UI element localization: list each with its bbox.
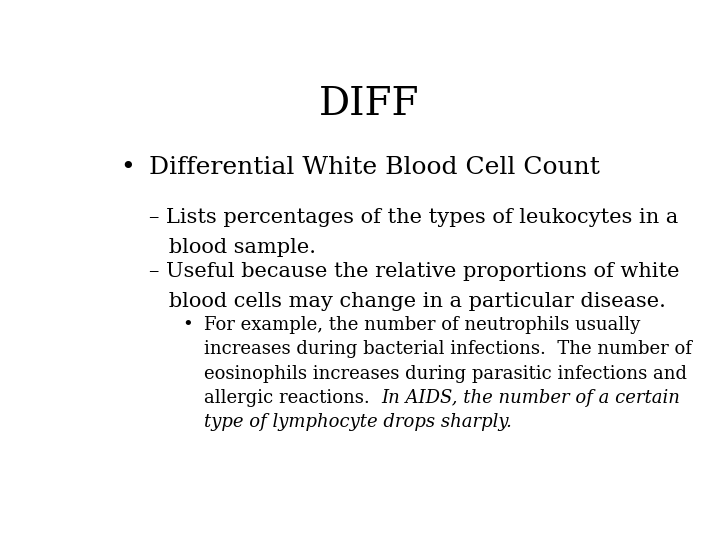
Text: – Useful because the relative proportions of white: – Useful because the relative proportion… [148,262,679,281]
Text: allergic reactions.: allergic reactions. [204,389,382,407]
Text: In AIDS, the number of a certain: In AIDS, the number of a certain [382,389,680,407]
Text: eosinophils increases during parasitic infections and: eosinophils increases during parasitic i… [204,364,688,383]
Text: blood sample.: blood sample. [148,238,315,257]
Text: For example, the number of neutrophils usually: For example, the number of neutrophils u… [204,316,641,334]
Text: DIFF: DIFF [319,85,419,123]
Text: increases during bacterial infections.  The number of: increases during bacterial infections. T… [204,341,692,359]
Text: •: • [121,156,135,179]
Text: type of lymphocyte drops sharply.: type of lymphocyte drops sharply. [204,413,512,431]
Text: – Lists percentages of the types of leukocytes in a: – Lists percentages of the types of leuk… [148,208,678,227]
Text: •: • [182,316,193,334]
Text: Differential White Blood Cell Count: Differential White Blood Cell Count [148,156,600,179]
Text: blood cells may change in a particular disease.: blood cells may change in a particular d… [148,292,665,311]
